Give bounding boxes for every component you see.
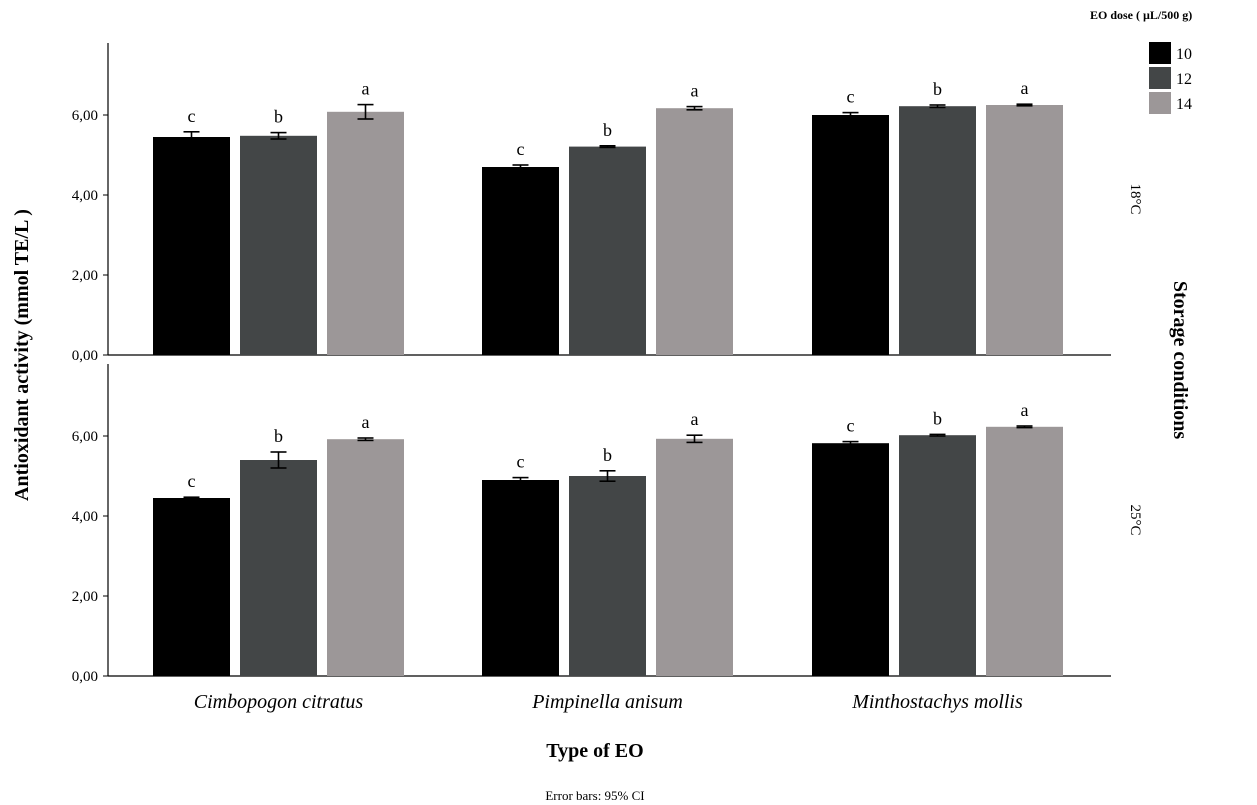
y-axis-title-group: Antioxidant activity (mmol TE/L ) (11, 209, 33, 501)
legend-swatch (1149, 92, 1171, 114)
legend-label: 10 (1176, 46, 1192, 63)
significance-letter: a (1021, 78, 1029, 98)
category-label: Minthostachys mollis (851, 691, 1023, 713)
bar (656, 108, 733, 355)
bar (327, 111, 404, 355)
legend-label: 12 (1176, 71, 1192, 88)
significance-letter: b (933, 79, 942, 99)
panel-label-group: 25°C (1127, 504, 1143, 535)
significance-letter: b (933, 408, 942, 428)
bar (327, 439, 404, 676)
significance-letter: b (274, 426, 283, 446)
error-bars-footnote: Error bars: 95% CI (545, 788, 644, 803)
facet-title-group: Storage conditions (1169, 281, 1191, 440)
bar (482, 167, 559, 355)
y-axis-title: Antioxidant activity (mmol TE/L ) (11, 209, 33, 501)
significance-letter: a (362, 412, 370, 432)
legend-swatch (1149, 67, 1171, 89)
y-tick-label: 4,00 (72, 509, 98, 525)
y-tick-label: 4,00 (72, 188, 98, 204)
bar (240, 135, 317, 355)
panel-label-group: 18°C (1127, 183, 1143, 214)
y-tick-label: 0,00 (72, 348, 98, 364)
bar (482, 480, 559, 676)
significance-letter: a (362, 79, 370, 99)
bar (656, 438, 733, 676)
bar (899, 106, 976, 355)
category-label: Pimpinella anisum (531, 691, 683, 713)
bar (153, 498, 230, 676)
bar (569, 146, 646, 355)
legend-label: 14 (1176, 96, 1192, 113)
significance-letter: c (188, 471, 196, 491)
y-tick-label: 2,00 (72, 268, 98, 284)
significance-letter: b (274, 107, 283, 127)
bar (812, 443, 889, 676)
significance-letter: a (691, 81, 699, 101)
significance-letter: c (517, 139, 525, 159)
legend: 10 12 14 (1149, 42, 1192, 114)
legend-swatch (1149, 42, 1171, 64)
panel-label: 25°C (1127, 504, 1143, 535)
bar (153, 137, 230, 355)
significance-letter: a (691, 409, 699, 429)
category-label: Cimbopogon citratus (194, 691, 364, 713)
y-tick-label: 0,00 (72, 669, 98, 685)
significance-letter: c (517, 452, 525, 472)
bar (812, 115, 889, 355)
bar (569, 476, 646, 676)
facet-title: Storage conditions (1169, 281, 1191, 440)
chart-panels: 0,00 2,00 4,00 6,00 c c c b b b a a a 18°C 0,00 2,00 4,0… (72, 43, 1143, 713)
significance-letter: b (603, 445, 612, 465)
legend-title: EO dose ( µL/500 g) (1090, 8, 1192, 22)
significance-letter: b (603, 120, 612, 140)
bar (986, 426, 1063, 676)
panel-label: 18°C (1127, 183, 1143, 214)
panel-0: 0,00 2,00 4,00 6,00 c c c b b b a a a 18°C (72, 43, 1143, 364)
y-tick-label: 2,00 (72, 589, 98, 605)
significance-letter: c (188, 106, 196, 126)
bar (899, 435, 976, 676)
bar (240, 460, 317, 676)
significance-letter: c (847, 416, 855, 436)
y-tick-label: 6,00 (72, 429, 98, 445)
panel-1: 0,00 2,00 4,00 6,00 c c c b b b a a a 25°C (72, 364, 1143, 685)
significance-letter: c (847, 87, 855, 107)
bar (986, 105, 1063, 355)
significance-letter: a (1021, 400, 1029, 420)
x-axis-title: Type of EO (546, 740, 643, 762)
y-tick-label: 6,00 (72, 108, 98, 124)
